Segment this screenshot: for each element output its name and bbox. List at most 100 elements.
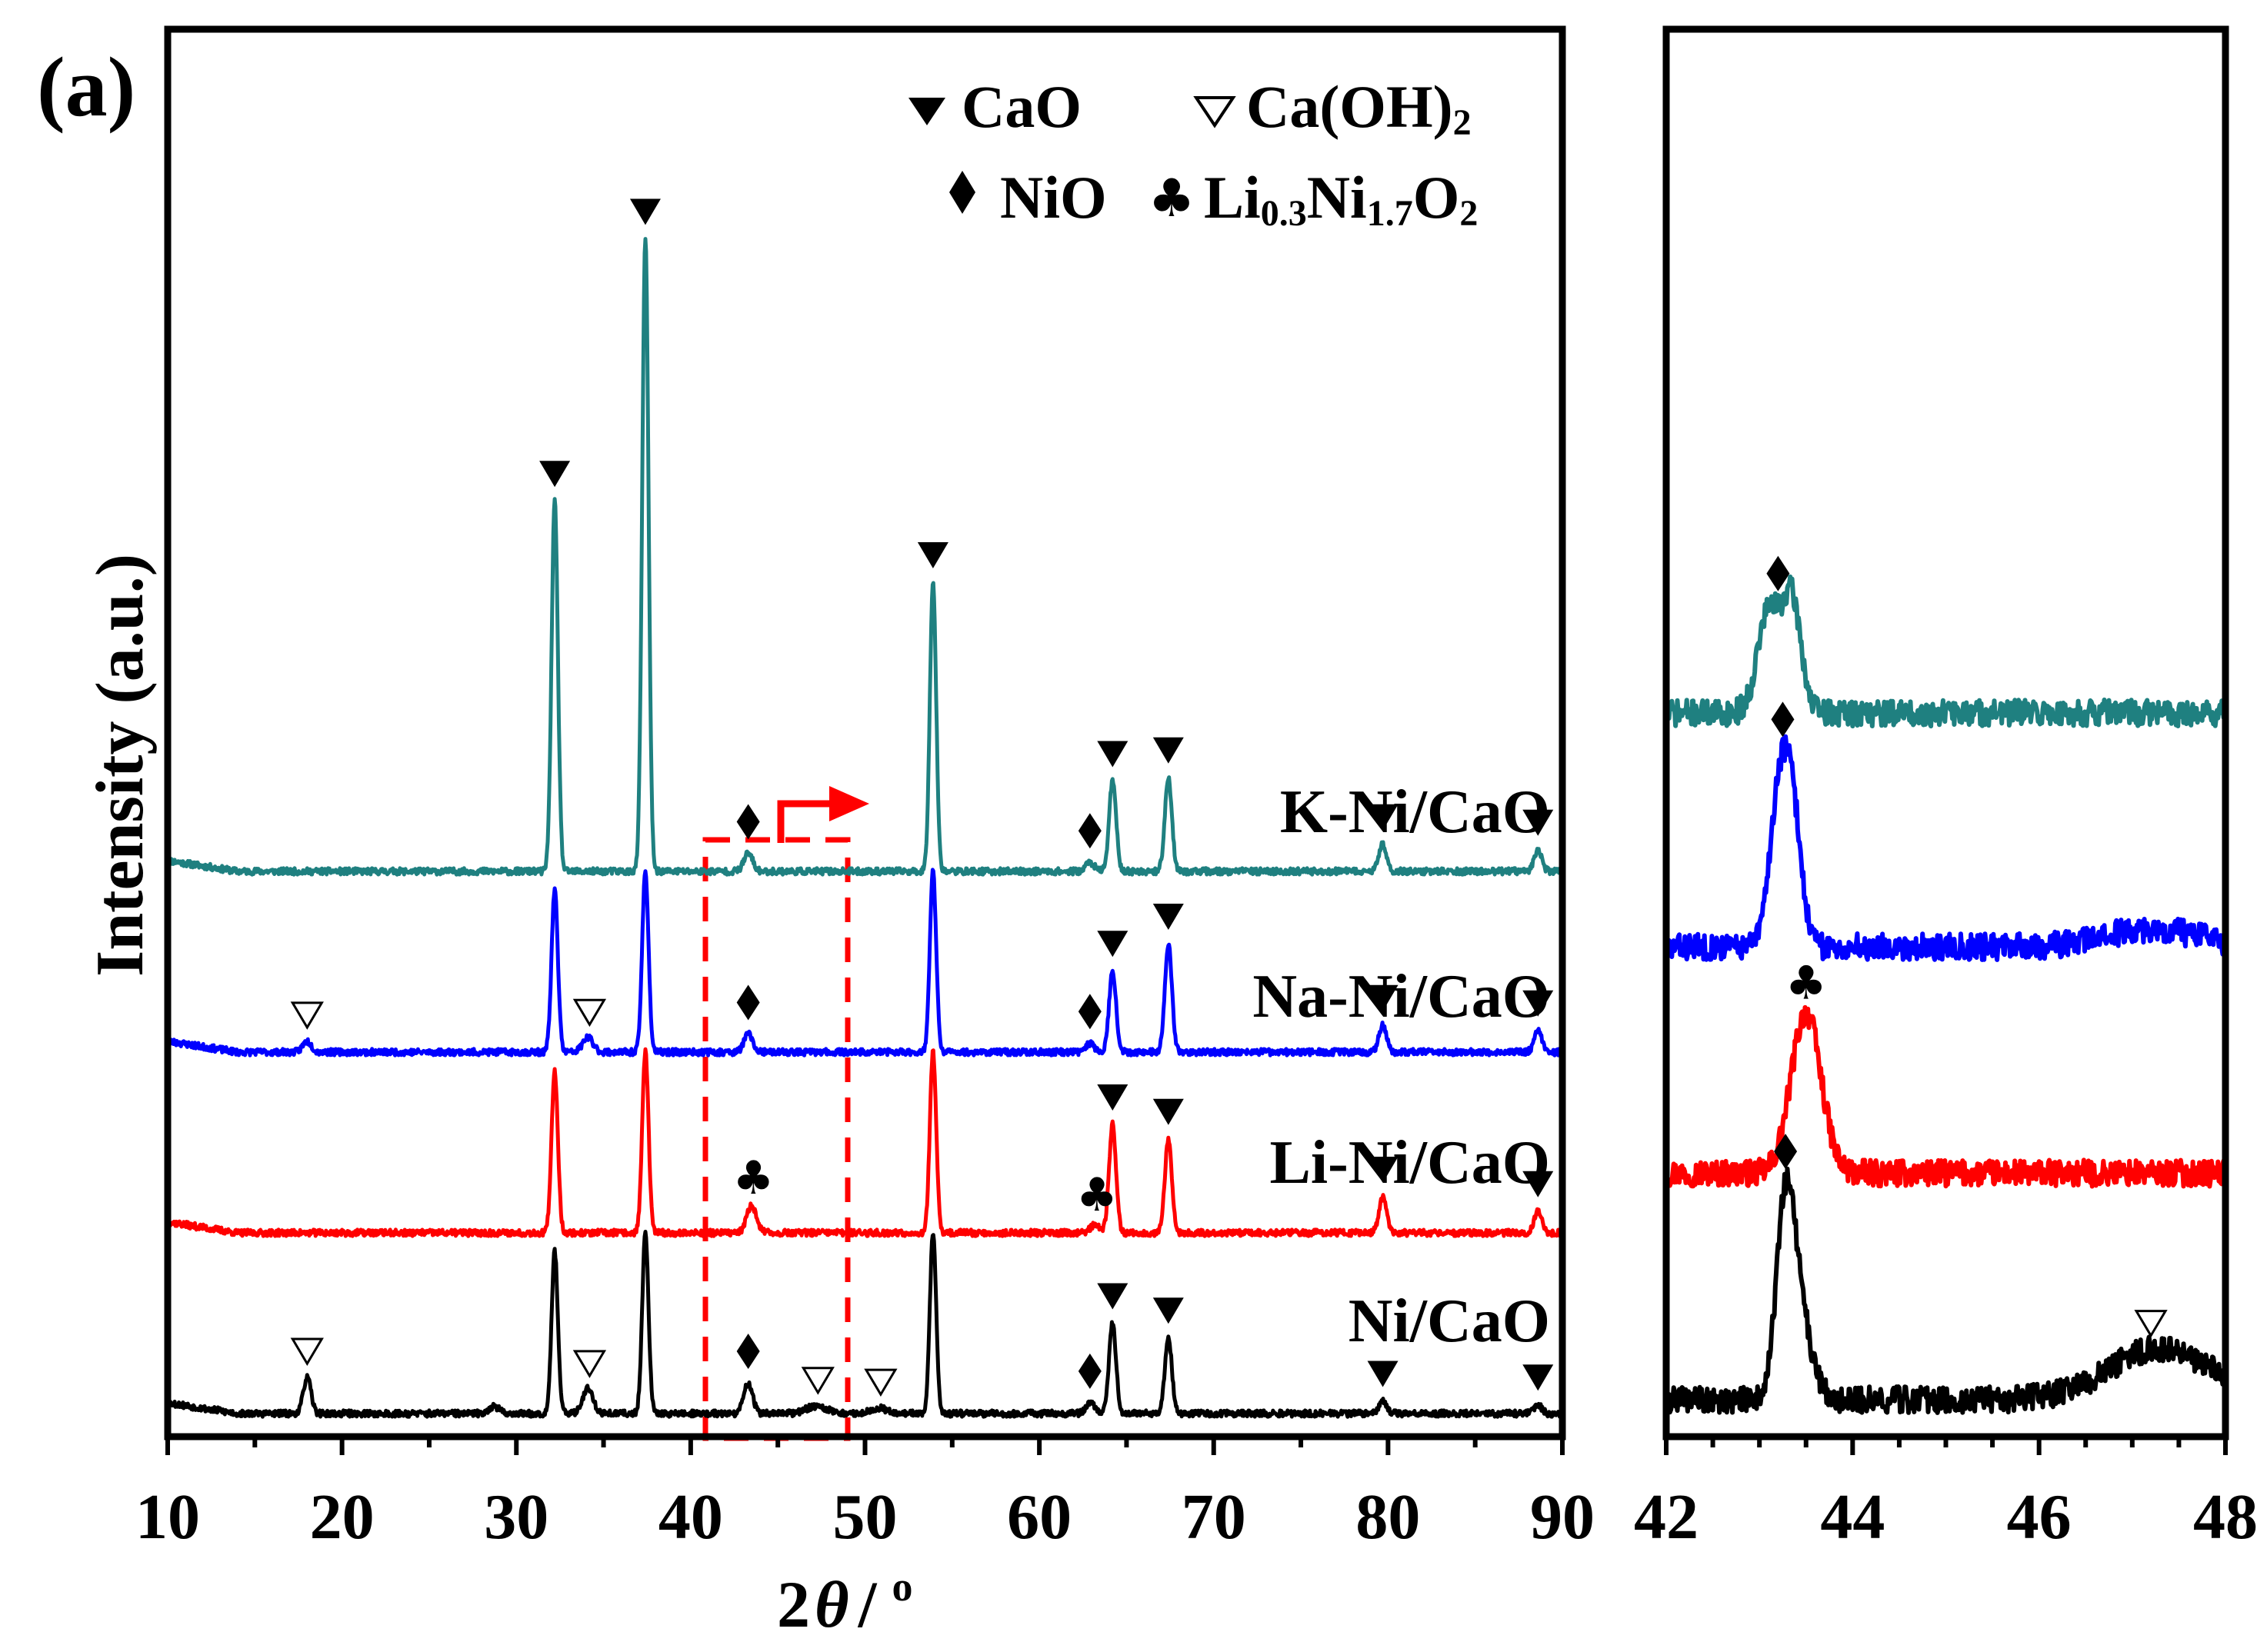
cao-marker-icon: [629, 198, 661, 225]
legend: CaO Ca(OH)2 NiO ♣ Li0.3Ni1.7O2: [908, 73, 1478, 234]
nio-marker-icon: [1766, 555, 1790, 591]
x-tick-label: 42: [1634, 1481, 1699, 1553]
nio-marker-icon: [1078, 1353, 1102, 1389]
legend-cao-marker-icon: [908, 98, 945, 125]
nio-marker-icon: [736, 804, 760, 840]
cao-marker-icon: [1097, 741, 1128, 768]
label-ni-cao: Ni/CaO: [1349, 1287, 1550, 1355]
cao-marker-icon: [1152, 1098, 1184, 1125]
cao-marker-icon: [1367, 1361, 1399, 1387]
legend-nio-label: NiO: [1000, 164, 1107, 231]
peak-marker-ni: [1152, 1297, 1184, 1324]
series-ni-line: [1664, 1166, 2228, 1415]
cao-marker-icon: [539, 461, 571, 488]
legend-cao-label: CaO: [962, 73, 1082, 140]
legend-li-label: Li0.3Ni1.7O2: [1204, 164, 1478, 234]
peak-marker-ni: [1097, 1283, 1128, 1310]
legend-li-part3: O: [1413, 164, 1460, 231]
peak-marker-li: [1522, 1171, 1554, 1197]
label-na-ni-cao: Na-Ni/CaO: [1252, 963, 1550, 1031]
label-li-ni-cao: Li-Ni/CaO: [1270, 1129, 1550, 1197]
x-tick-label: 50: [833, 1481, 898, 1553]
cao-marker-icon: [1152, 737, 1184, 764]
nio-marker-icon: [1771, 701, 1795, 738]
peak-marker-na: [290, 1001, 324, 1030]
x-tick-label: 80: [1355, 1481, 1420, 1553]
series-li-line: [1664, 1004, 2228, 1189]
cao-marker-icon: [1097, 931, 1128, 958]
legend-caoh2-marker-icon: [1193, 96, 1236, 128]
legend-caoh2-subscript: 2: [1453, 102, 1472, 143]
nio-marker-icon: [736, 984, 760, 1021]
x-tick-label: 48: [2193, 1481, 2258, 1553]
peak-marker-ni: [864, 1368, 898, 1397]
legend-nio-marker-icon: [949, 171, 975, 214]
li-phase-marker-icon: ♣: [1785, 957, 1827, 1011]
peak-marker-ni: [2134, 1310, 2168, 1338]
legend-caoh2-text: Ca(OH): [1246, 73, 1453, 140]
peak-marker-k: [539, 461, 571, 488]
nio-marker-icon: [1774, 1134, 1798, 1170]
peak-marker-ni: [1078, 1353, 1102, 1389]
legend-li-sub2: 1.7: [1367, 193, 1413, 234]
x-tick-label: 20: [310, 1481, 375, 1553]
peak-marker-li: [1097, 1084, 1128, 1111]
peak-marker-ni: [736, 1334, 760, 1370]
peak-marker-k: [1078, 813, 1102, 849]
peak-marker-ni: [1774, 1134, 1798, 1170]
li-phase-marker-icon: ♣: [1076, 1168, 1118, 1222]
cao-marker-icon: [1152, 1297, 1184, 1324]
peak-marker-ni: [801, 1367, 835, 1395]
peak-marker-na: [1367, 984, 1399, 1011]
x-axis-label-number: 2: [777, 1567, 810, 1641]
peak-marker-na: [1097, 931, 1128, 958]
nio-marker-icon: [736, 1334, 760, 1370]
peak-marker-ni: [1367, 1361, 1399, 1387]
peak-marker-k: [1367, 804, 1399, 831]
nio-marker-icon: [1078, 813, 1102, 849]
peak-marker-na: [572, 998, 607, 1028]
legend-li-sub1: 0.3: [1261, 193, 1307, 234]
caoh2-marker-icon: [801, 1367, 835, 1395]
peak-marker-ni: [290, 1337, 324, 1366]
peak-marker-k: [736, 804, 760, 840]
peak-marker-li: ♣: [1785, 957, 1827, 1011]
x-axis-label: 2θ / o: [777, 1564, 913, 1641]
series-k-line: [166, 237, 1565, 877]
legend-li-part2: Ni: [1307, 164, 1367, 231]
x-axis-label-degree: o: [892, 1564, 913, 1610]
x-tick-label: 10: [135, 1481, 200, 1553]
peak-marker-ni: [572, 1350, 607, 1378]
zoom-box: [702, 837, 851, 1441]
series-na-line: [166, 868, 1565, 1057]
cao-marker-icon: [1367, 804, 1399, 831]
cao-marker-icon: [1367, 1157, 1399, 1183]
zoom-indicator: [702, 786, 869, 1441]
peak-marker-k: [1152, 737, 1184, 764]
peak-marker-k: [1522, 809, 1554, 836]
peak-marker-k: [917, 542, 948, 568]
cao-marker-icon: [1097, 1084, 1128, 1111]
x-tick-label: 44: [1820, 1481, 1885, 1553]
peak-marker-k: [1097, 741, 1128, 768]
peak-marker-na: [1522, 990, 1554, 1017]
panel-label: (a): [37, 40, 135, 134]
peak-marker-k: [629, 198, 661, 225]
caoh2-marker-icon: [864, 1368, 898, 1397]
label-k-ni-cao: K-Ni/CaO: [1280, 778, 1550, 846]
caoh2-marker-icon: [572, 1350, 607, 1378]
nio-marker-icon: [1078, 994, 1102, 1030]
series-ni-line: [165, 1230, 1565, 1419]
legend-caoh2-label: Ca(OH)2: [1246, 73, 1472, 143]
cao-marker-icon: [1522, 809, 1554, 836]
x-tick-label: 90: [1530, 1481, 1595, 1553]
x-tick-label: 30: [484, 1481, 548, 1553]
cao-marker-icon: [1522, 1364, 1554, 1391]
peak-marker-ni: [1522, 1364, 1554, 1391]
peak-marker-li: ♣: [1076, 1168, 1118, 1222]
legend-li-marker-icon: ♣: [1149, 168, 1195, 229]
cao-marker-icon: [1367, 984, 1399, 1011]
peak-marker-na: [1771, 701, 1795, 738]
cao-marker-icon: [1097, 1283, 1128, 1310]
